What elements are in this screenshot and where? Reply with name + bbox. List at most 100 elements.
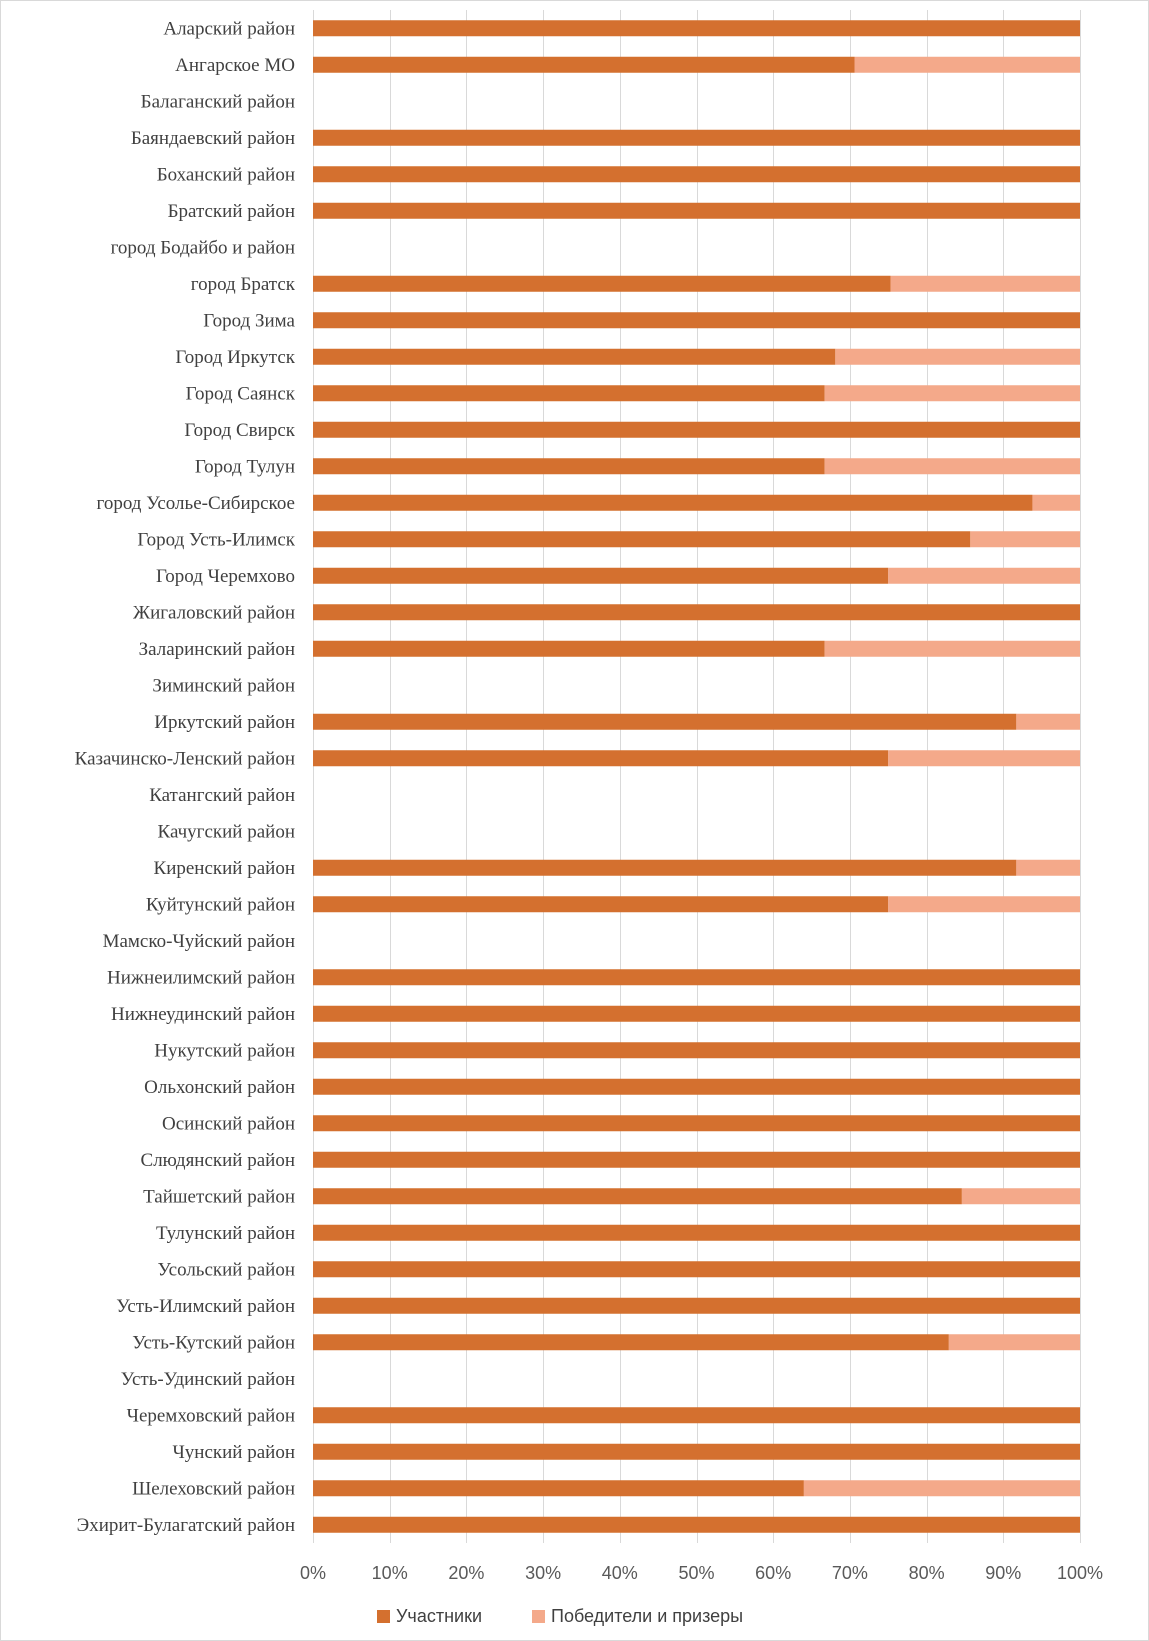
legend-swatch — [377, 1610, 390, 1623]
bar-participants — [313, 1151, 1080, 1168]
category-label: Боханский район — [157, 164, 295, 185]
x-tick-label: 20% — [448, 1563, 484, 1583]
x-tick-label: 80% — [909, 1563, 945, 1583]
bar-participants — [313, 56, 855, 73]
bar-participants — [313, 275, 891, 292]
bar-participants — [313, 1005, 1080, 1022]
category-label: Киренский район — [154, 858, 295, 879]
category-label: Город Саянск — [186, 383, 296, 404]
category-label: Чунский район — [172, 1442, 295, 1463]
category-label: Нукутский район — [154, 1040, 295, 1061]
category-label: Тулунский район — [156, 1223, 295, 1244]
x-tick-label: 90% — [985, 1563, 1021, 1583]
bar-participants — [313, 1188, 962, 1205]
bar-participants — [313, 713, 1017, 730]
bar-winners — [1032, 494, 1080, 511]
bars — [313, 20, 1080, 1533]
x-tick-label: 0% — [300, 1563, 326, 1583]
bar-winners — [890, 275, 1080, 292]
bar-winners — [854, 56, 1080, 73]
bar-participants — [313, 348, 836, 365]
category-label: Куйтунский район — [146, 894, 295, 915]
category-label: Катангский район — [149, 785, 295, 806]
bar-winners — [888, 750, 1080, 767]
category-label: город Усолье-Сибирское — [97, 493, 296, 514]
bar-participants — [313, 385, 825, 402]
category-label: Тайшетский район — [143, 1186, 295, 1207]
category-label: Жигаловский район — [133, 602, 295, 623]
bar-participants — [313, 1516, 1080, 1533]
bar-participants — [313, 1115, 1080, 1132]
bar-winners — [824, 458, 1080, 475]
category-labels: Аларский район Ангарское МО Балаганский ра… — [75, 18, 296, 1536]
bar-participants — [313, 494, 1033, 511]
category-label: Ольхонский район — [144, 1077, 295, 1098]
category-label: Осинский район — [162, 1113, 295, 1134]
category-label: Нижнеудинский район — [111, 1004, 295, 1025]
bar-participants — [313, 859, 1017, 876]
bar-participants — [313, 1443, 1080, 1460]
bar-participants — [313, 1078, 1080, 1095]
bar-participants — [313, 567, 889, 584]
bar-participants — [313, 1334, 949, 1351]
category-label: Ангарское МО — [175, 55, 295, 76]
bar-participants — [313, 166, 1080, 183]
legend-label: Победители и призеры — [551, 1606, 743, 1626]
bar-winners — [888, 896, 1080, 913]
bar-winners — [948, 1334, 1080, 1351]
category-label: Город Иркутск — [175, 347, 295, 368]
bar-participants — [313, 640, 825, 657]
category-label: Город Усть-Илимск — [137, 529, 295, 550]
bar-winners — [824, 640, 1080, 657]
bar-participants — [313, 421, 1080, 438]
x-tick-label: 40% — [602, 1563, 638, 1583]
category-label: Черемховский район — [127, 1405, 295, 1426]
bar-participants — [313, 20, 1080, 37]
legend-label: Участники — [396, 1606, 482, 1626]
bar-participants — [313, 458, 825, 475]
category-label: Усть-Илимский район — [116, 1296, 295, 1317]
category-label: Братский район — [168, 201, 295, 222]
bar-participants — [313, 531, 971, 548]
bar-winners — [961, 1188, 1080, 1205]
bar-participants — [313, 969, 1080, 986]
category-label: Город Зима — [203, 310, 295, 331]
bar-winners — [970, 531, 1080, 548]
x-tick-label: 70% — [832, 1563, 868, 1583]
category-label: Заларинский район — [139, 639, 295, 660]
bar-participants — [313, 1224, 1080, 1241]
bar-participants — [313, 202, 1080, 219]
bar-winners — [1016, 713, 1080, 730]
bar-winners — [835, 348, 1080, 365]
category-label: город Бодайбо и район — [111, 237, 295, 258]
category-label: Качугский район — [158, 821, 295, 842]
bar-participants — [313, 1042, 1080, 1059]
category-label: Нижнеилимский район — [107, 967, 295, 988]
bar-participants — [313, 129, 1080, 146]
bar-participants — [313, 1297, 1080, 1314]
category-label: Зиминский район — [152, 675, 295, 696]
bar-participants — [313, 1480, 804, 1497]
category-label: Город Тулун — [195, 456, 295, 477]
category-label: Город Свирск — [184, 420, 295, 441]
x-tick-label: 100% — [1057, 1563, 1103, 1583]
bar-participants — [313, 750, 889, 767]
bar-winners — [824, 385, 1080, 402]
gridlines — [313, 10, 1081, 1543]
x-tick-label: 60% — [755, 1563, 791, 1583]
category-label: Балаганский район — [141, 91, 295, 112]
category-label: Город Черемхово — [156, 566, 295, 587]
bar-winners — [803, 1480, 1080, 1497]
legend[interactable]: Участники Победители и призеры — [377, 1606, 743, 1626]
x-tick-label: 30% — [525, 1563, 561, 1583]
category-label: Баяндаевский район — [131, 128, 295, 149]
bar-participants — [313, 604, 1080, 621]
category-label: Иркутский район — [154, 712, 295, 733]
category-label: Казачинско-Ленский район — [75, 748, 295, 769]
category-label: Шелеховский район — [132, 1478, 295, 1499]
bar-winners — [888, 567, 1080, 584]
bar-participants — [313, 312, 1080, 329]
category-label: Усольский район — [157, 1259, 295, 1280]
